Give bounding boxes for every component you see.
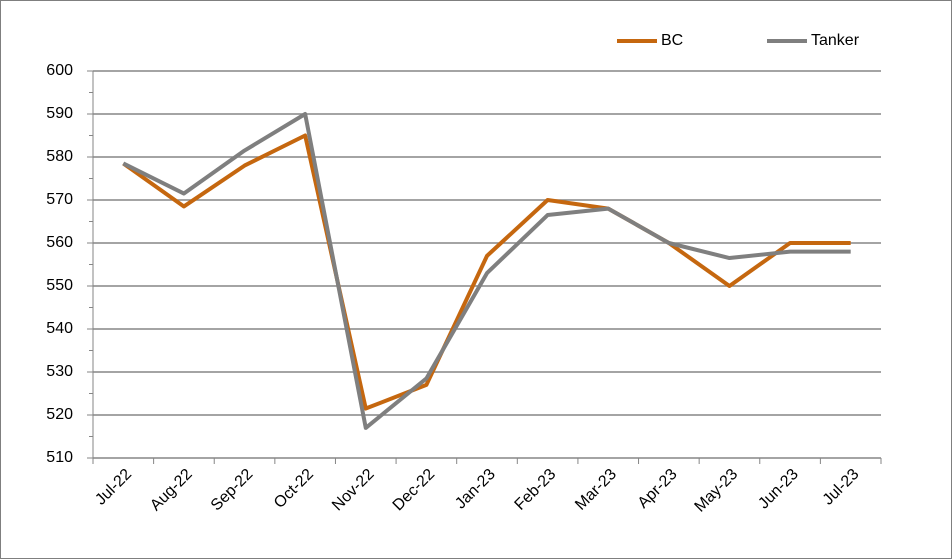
- line-series: [122, 112, 851, 430]
- line-series: [122, 133, 851, 411]
- legend-label: BC: [661, 32, 683, 49]
- y-tick-label: 530: [46, 363, 73, 380]
- y-tick-label: 520: [46, 406, 73, 423]
- legend-label: Tanker: [811, 32, 860, 49]
- y-tick-label: 540: [46, 320, 73, 337]
- y-tick-label: 570: [46, 191, 73, 208]
- y-tick-label: 560: [46, 234, 73, 251]
- y-tick-label: 600: [46, 62, 73, 79]
- y-tick-label: 550: [46, 277, 73, 294]
- y-tick-label: 590: [46, 105, 73, 122]
- y-tick-label: 580: [46, 148, 73, 165]
- y-tick-label: 510: [46, 449, 73, 466]
